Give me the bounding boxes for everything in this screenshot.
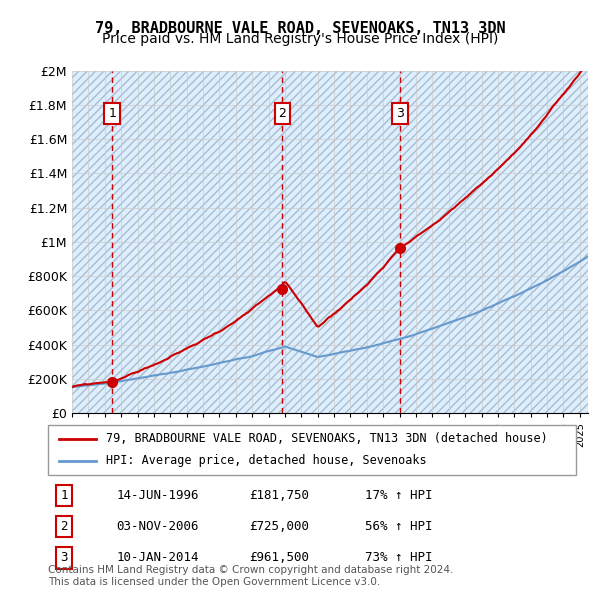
Text: 1: 1 [108,107,116,120]
Text: 1: 1 [60,489,68,502]
Text: Contains HM Land Registry data © Crown copyright and database right 2024.
This d: Contains HM Land Registry data © Crown c… [48,565,454,587]
Text: 17% ↑ HPI: 17% ↑ HPI [365,489,432,502]
Text: 03-NOV-2006: 03-NOV-2006 [116,520,199,533]
Text: Price paid vs. HM Land Registry's House Price Index (HPI): Price paid vs. HM Land Registry's House … [102,32,498,47]
Text: 10-JAN-2014: 10-JAN-2014 [116,551,199,564]
Text: 3: 3 [60,551,68,564]
Text: 79, BRADBOURNE VALE ROAD, SEVENOAKS, TN13 3DN: 79, BRADBOURNE VALE ROAD, SEVENOAKS, TN1… [95,21,505,35]
Text: 73% ↑ HPI: 73% ↑ HPI [365,551,432,564]
Text: £181,750: £181,750 [248,489,308,502]
Text: £725,000: £725,000 [248,520,308,533]
Text: 2: 2 [278,107,286,120]
Text: 56% ↑ HPI: 56% ↑ HPI [365,520,432,533]
FancyBboxPatch shape [48,425,576,475]
Text: 3: 3 [396,107,404,120]
Text: 14-JUN-1996: 14-JUN-1996 [116,489,199,502]
Text: £961,500: £961,500 [248,551,308,564]
Text: 79, BRADBOURNE VALE ROAD, SEVENOAKS, TN13 3DN (detached house): 79, BRADBOURNE VALE ROAD, SEVENOAKS, TN1… [106,432,548,445]
Text: 2: 2 [60,520,68,533]
Text: HPI: Average price, detached house, Sevenoaks: HPI: Average price, detached house, Seve… [106,454,427,467]
